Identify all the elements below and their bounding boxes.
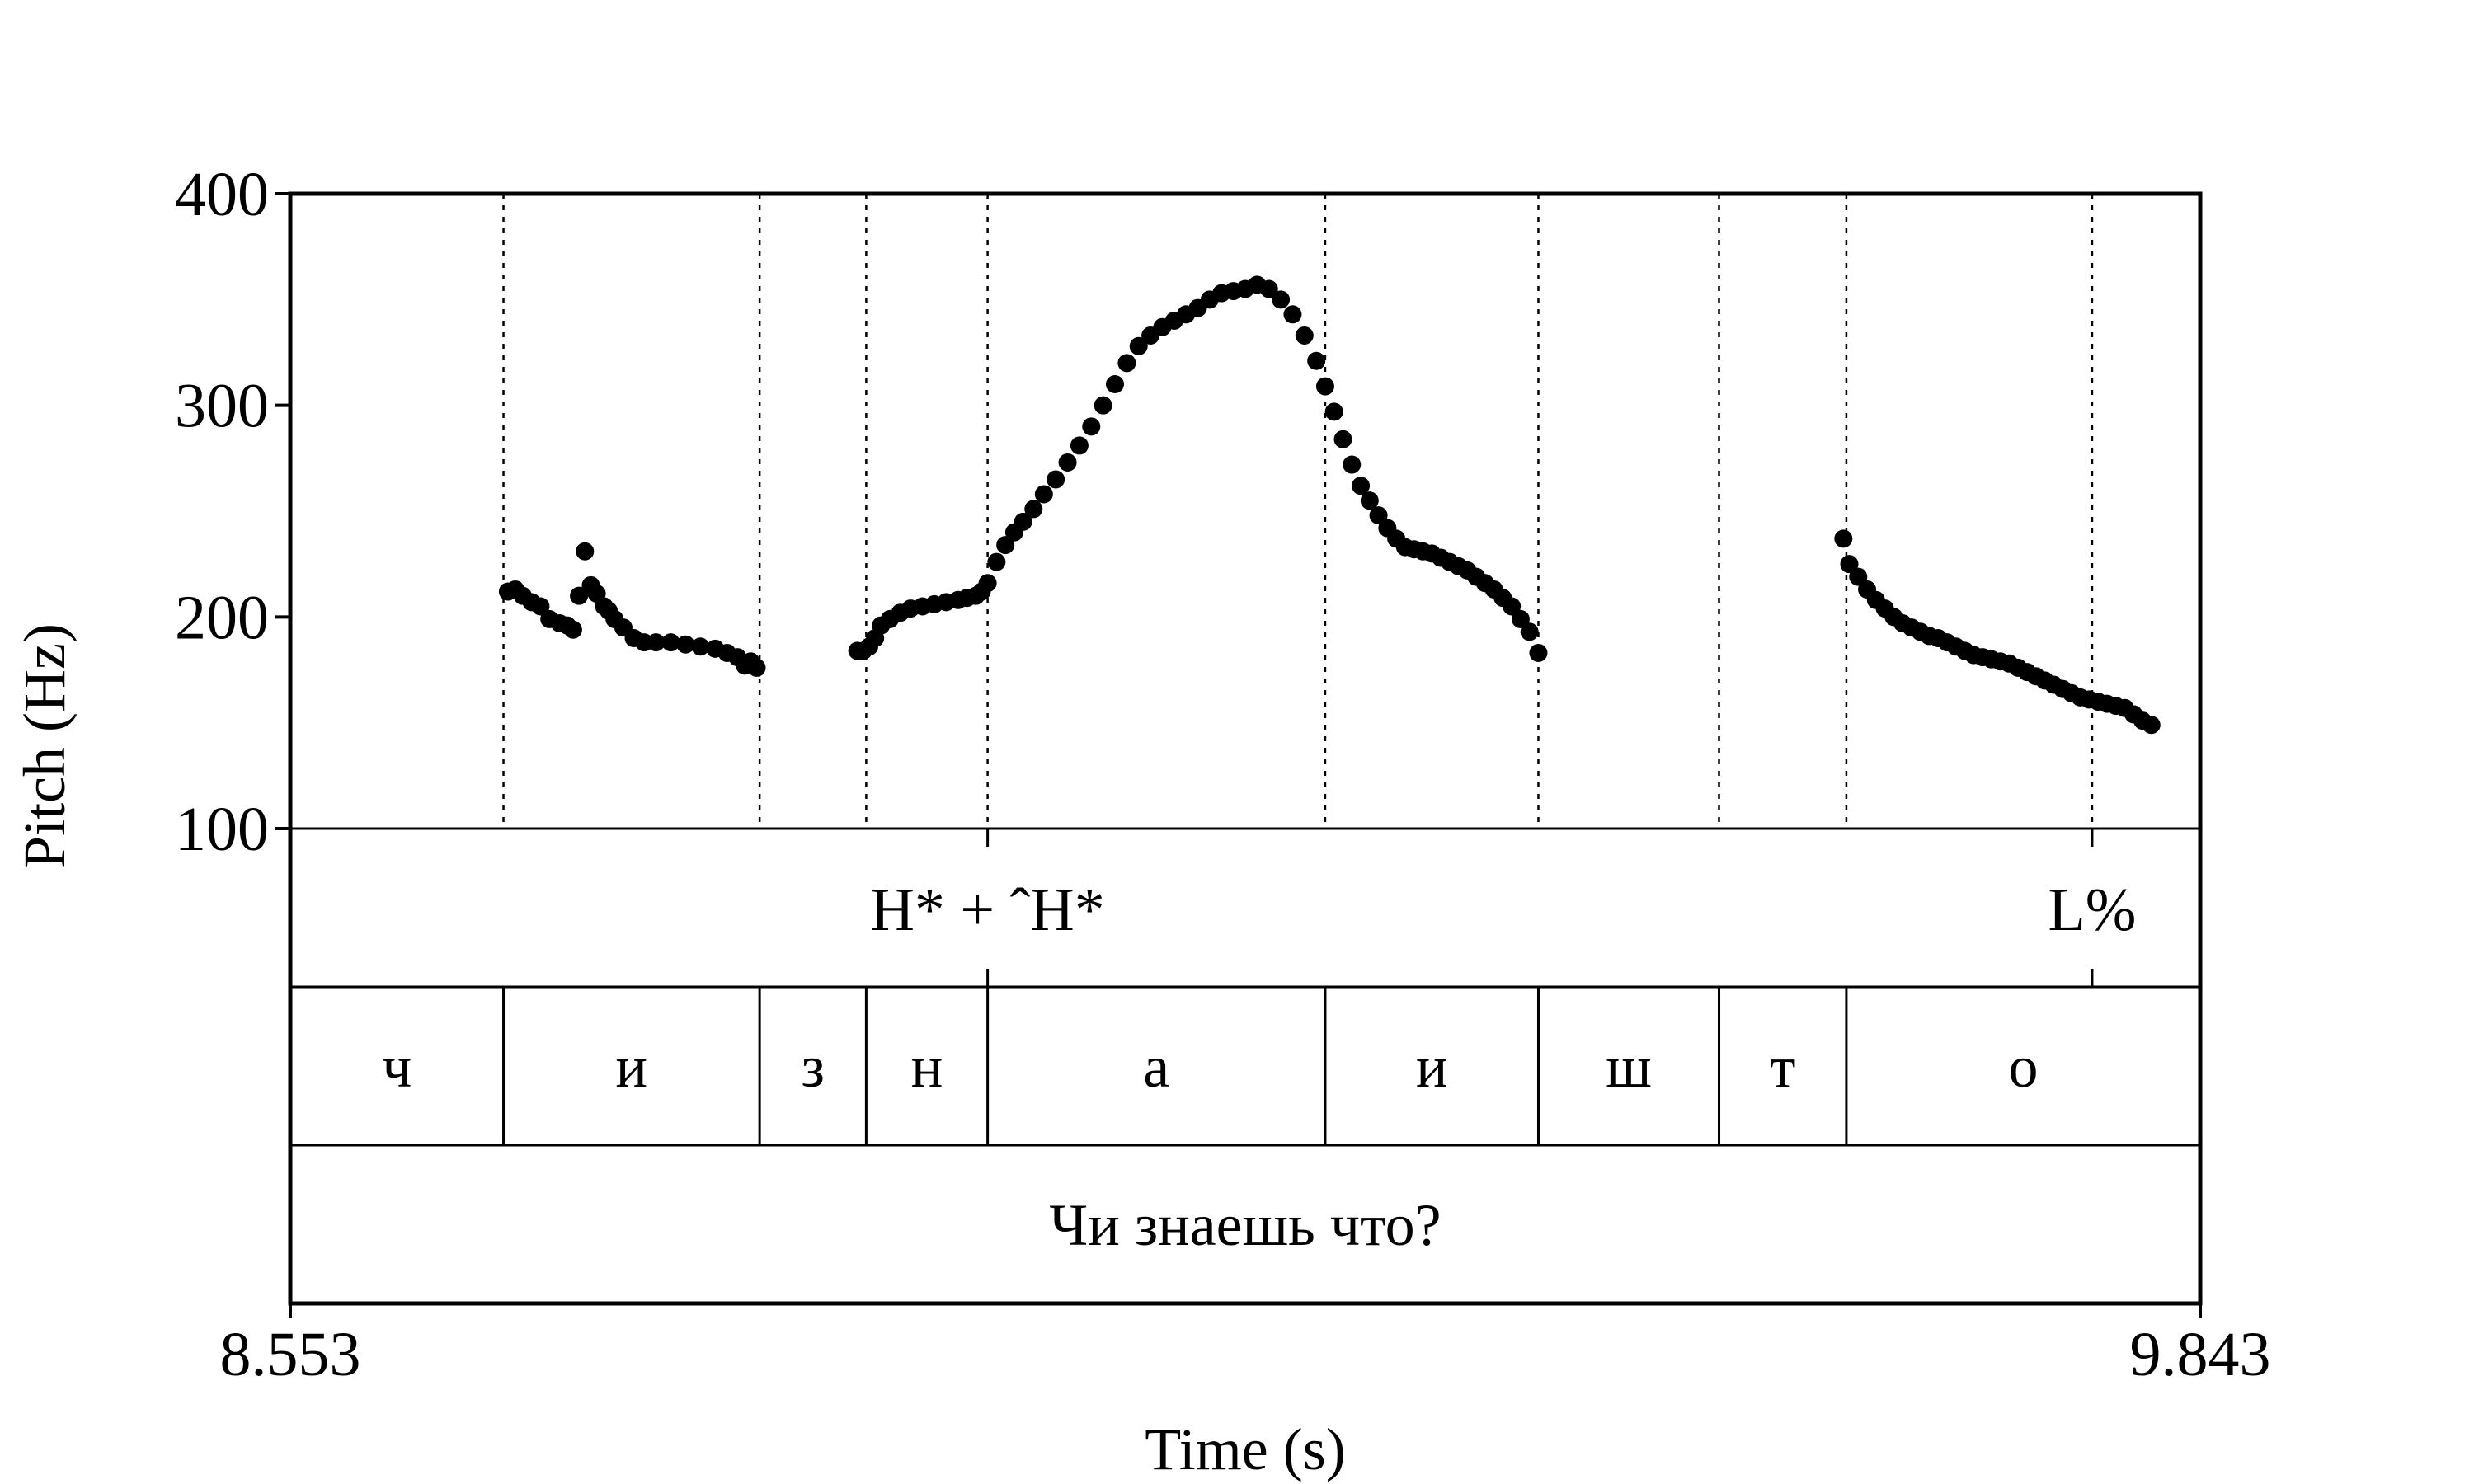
pitch-point [1070, 436, 1089, 455]
y-tick-label: 100 [175, 795, 269, 864]
pitch-point [978, 574, 997, 593]
segment-label: т [1770, 1034, 1795, 1100]
x-axis-label: Time (s) [1145, 1416, 1345, 1482]
pitch-point [1343, 455, 1362, 474]
pitch-point [1024, 500, 1043, 519]
pitch-point [563, 620, 582, 639]
pitch-point [676, 635, 695, 654]
pitch-point [1834, 529, 1853, 548]
tone-label: L% [2048, 876, 2137, 944]
outer-border [288, 191, 2203, 1306]
pitch-point [570, 586, 589, 605]
pitch-point [1283, 305, 1302, 324]
pitch-point [1529, 643, 1548, 662]
pitch-point [996, 536, 1015, 555]
pitch-point [1307, 351, 1326, 370]
x-tick-label: 8.553 [220, 1320, 361, 1389]
pitch-point [1840, 555, 1859, 574]
pitch-point [1315, 377, 1334, 396]
pitch-point [1849, 567, 1868, 586]
pitch-point [1360, 491, 1379, 510]
segment-label: о [2008, 1034, 2038, 1100]
pitch-point [1094, 396, 1112, 415]
y-tick-label: 300 [175, 372, 269, 441]
annotation-tiers: H* + ˆH* L% ч и з н а и ш т о Чи знаешь что? [382, 829, 2136, 1258]
segment-boundaries [502, 194, 2094, 829]
pitch-point [1333, 430, 1352, 448]
pitch-point [2142, 716, 2161, 735]
pitch-point [1047, 470, 1065, 489]
pitch-point [1117, 354, 1136, 373]
pitch-point [1352, 477, 1371, 495]
tone-label: H* + ˆH* [870, 876, 1104, 944]
pitch-point [1511, 609, 1530, 628]
pitch-point [531, 597, 550, 616]
y-tick-label: 200 [175, 583, 269, 652]
pitch-point [1295, 326, 1314, 345]
pitch-point [691, 637, 710, 656]
y-axis-label: Pitch (Hz) [12, 623, 78, 869]
segment-label: и [616, 1034, 648, 1100]
pitch-point [1129, 336, 1148, 355]
pitch-points [498, 275, 2161, 735]
x-tick-label: 9.843 [2130, 1320, 2271, 1389]
sentence-label: Чи знаешь что? [1049, 1192, 1441, 1258]
pitch-point [1520, 622, 1539, 641]
pitch-point [1324, 402, 1343, 421]
pitch-point [1034, 485, 1053, 504]
axes: 100 200 300 400 8.553 9.843 [175, 160, 2271, 1389]
pitch-point [1082, 417, 1101, 436]
pitch-point [1259, 279, 1278, 298]
segment-label: н [911, 1034, 943, 1100]
pitch-point [661, 633, 680, 652]
pitch-point [1272, 290, 1291, 309]
y-tick-label: 400 [175, 160, 269, 229]
pitch-point [1369, 506, 1388, 525]
pitch-point [1058, 453, 1077, 472]
segment-label: з [802, 1034, 825, 1100]
segment-label: ш [1606, 1034, 1651, 1100]
pitch-point [1106, 375, 1125, 393]
plot-frame [288, 191, 2203, 1306]
segment-label: а [1143, 1034, 1169, 1100]
pitch-point [747, 658, 766, 677]
pitch-point [1014, 512, 1032, 531]
pitch-point [576, 542, 595, 561]
segment-label: и [1416, 1034, 1448, 1100]
pitch-point [1503, 597, 1522, 616]
segment-label: ч [382, 1034, 412, 1100]
pitch-point [647, 633, 666, 652]
pitch-point [987, 552, 1006, 571]
